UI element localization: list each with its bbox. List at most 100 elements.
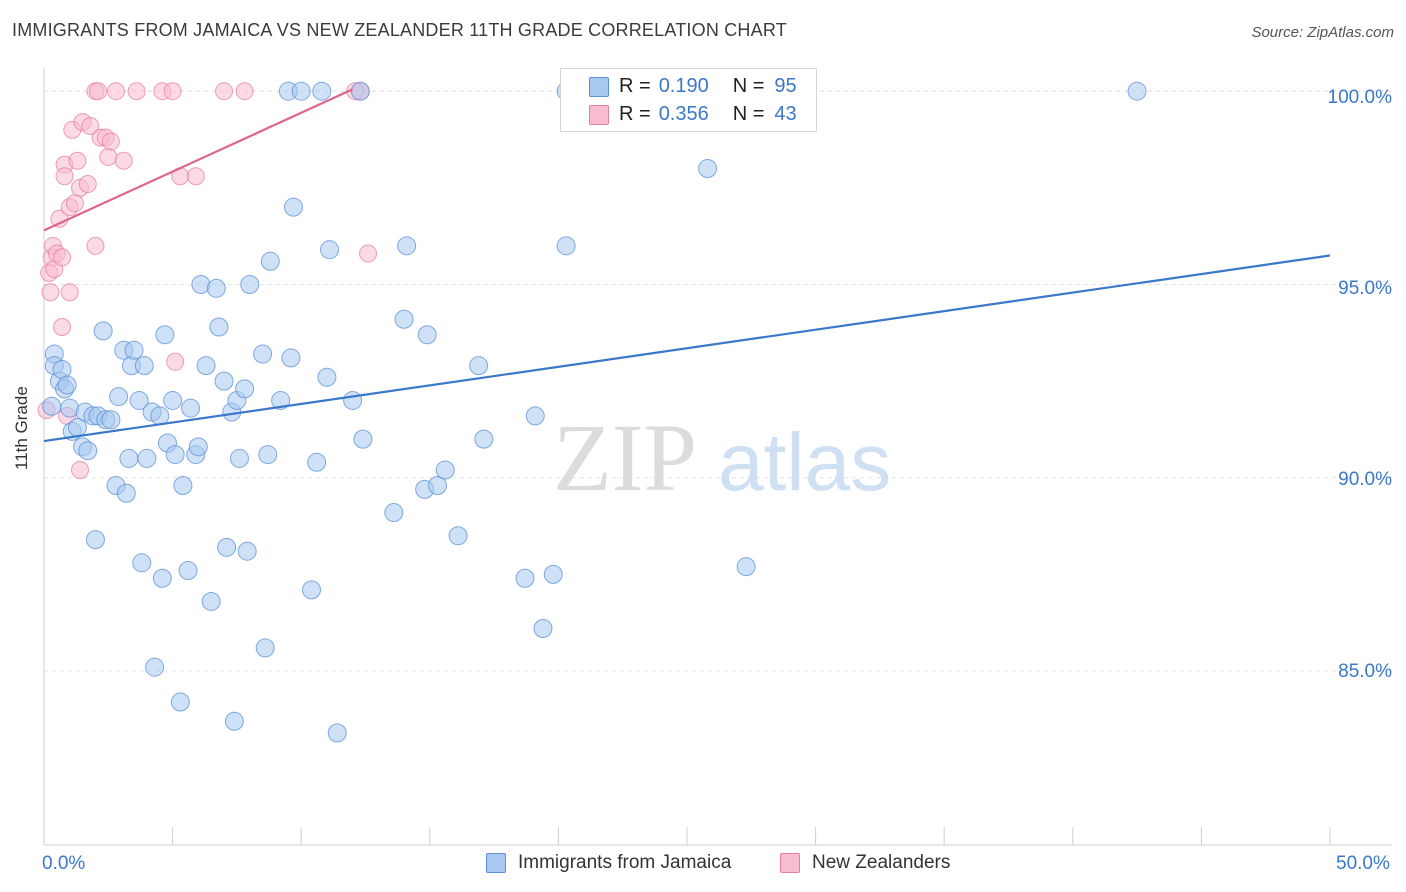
- bottom-legend-swatch-new-zealanders: [780, 853, 800, 873]
- jamaica-point: [229, 448, 249, 468]
- new-zealander-point: [163, 82, 182, 101]
- jamaica-point: [42, 396, 62, 416]
- jamaica-point: [515, 568, 535, 588]
- jamaica-point: [235, 379, 255, 399]
- jamaica-point: [163, 390, 183, 410]
- jamaica-point: [170, 692, 190, 712]
- bottom-legend-label-new-zealanders: New Zealanders: [812, 852, 951, 873]
- new-zealander-point: [215, 82, 234, 101]
- jamaica-point: [155, 325, 175, 345]
- trend-layer: [43, 88, 1331, 443]
- jamaica-point: [253, 344, 273, 364]
- jamaica-point: [217, 537, 237, 557]
- jamaica-point: [698, 159, 718, 179]
- jamaica-point: [237, 541, 257, 561]
- jamaica-point: [435, 460, 455, 480]
- jamaica-point: [165, 445, 185, 465]
- jamaica-point: [201, 591, 221, 611]
- new-zealander-point: [55, 167, 74, 186]
- new-zealander-point: [359, 244, 378, 263]
- jamaica-point: [327, 723, 347, 743]
- jamaica-point: [109, 387, 129, 407]
- watermark-atlas: atlas: [718, 417, 891, 508]
- jamaica-point: [196, 356, 216, 376]
- watermark-zip: ZIP: [553, 404, 697, 511]
- jamaica-point: [384, 503, 404, 523]
- new-zealander-point: [78, 174, 97, 193]
- y-tick-label-95: 95.0%: [1338, 278, 1392, 299]
- jamaica-point: [57, 375, 77, 395]
- bottom-legend-jamaica: Immigrants from Jamaica: [486, 852, 731, 874]
- jamaica-point: [116, 483, 136, 503]
- jamaica-point: [307, 452, 327, 472]
- chart-title: IMMIGRANTS FROM JAMAICA VS NEW ZEALANDER…: [12, 20, 787, 40]
- legend-row-jamaica: R = 0.190 N = 95: [589, 72, 797, 100]
- jamaica-point: [178, 561, 198, 581]
- jamaica-point: [283, 197, 303, 217]
- new-zealander-point: [53, 318, 72, 336]
- points-layer: [37, 81, 1147, 743]
- axis-layer: [43, 68, 1392, 846]
- bottom-legend-new-zealanders: New Zealanders: [780, 852, 950, 874]
- jamaica-point: [533, 619, 553, 639]
- jamaica-point: [343, 390, 363, 410]
- jamaica-point: [258, 445, 278, 465]
- new-zealander-point: [89, 82, 108, 101]
- jamaica-point: [150, 406, 170, 426]
- jamaica-point: [271, 390, 291, 410]
- jamaica-point: [129, 390, 149, 410]
- new-zealander-point: [166, 352, 185, 371]
- new-zealander-point: [81, 116, 100, 135]
- jamaica-point: [260, 251, 280, 271]
- new-zealander-point: [68, 151, 87, 170]
- new-zealander-point: [114, 151, 133, 170]
- legend-r-label: R =: [619, 102, 651, 125]
- watermark: ZIP atlas: [553, 404, 891, 511]
- jamaica-point: [1127, 81, 1147, 101]
- jamaica-point: [543, 564, 563, 584]
- source-credit: Source: ZipAtlas.com: [1251, 24, 1394, 41]
- jamaica-point: [448, 526, 468, 546]
- jamaica-trend-line: [43, 254, 1331, 443]
- y-tick-label-100: 100.0%: [1327, 87, 1392, 108]
- jamaica-point: [353, 429, 373, 449]
- jamaica-point: [214, 371, 234, 391]
- new-zealander-point: [65, 194, 84, 213]
- jamaica-point: [137, 448, 157, 468]
- jamaica-point: [181, 398, 201, 418]
- jamaica-point: [317, 367, 337, 387]
- new-zealander-point: [101, 132, 120, 151]
- jamaica-point: [556, 236, 576, 256]
- jamaica-point: [132, 553, 152, 573]
- new-zealander-point: [60, 283, 79, 302]
- jamaica-point: [85, 530, 105, 550]
- legend-swatch-jamaica: [589, 77, 609, 97]
- jamaica-point: [417, 325, 437, 345]
- new-zealander-point: [127, 82, 146, 101]
- legend-r-label: R =: [619, 74, 651, 97]
- legend-n-label: N =: [732, 102, 765, 125]
- jamaica-point: [525, 406, 545, 426]
- x-tick-label-max: 50.0%: [1336, 853, 1390, 874]
- stats-legend: R = 0.190 N = 95 R = 0.356 N = 43: [560, 68, 817, 132]
- jamaica-point: [224, 711, 244, 731]
- jamaica-point: [101, 410, 121, 430]
- jamaica-point: [124, 340, 144, 360]
- legend-n-label: N =: [732, 74, 765, 97]
- legend-n-value: 43: [774, 102, 797, 125]
- bottom-legend-swatch-jamaica: [486, 853, 506, 873]
- y-tick-label-85: 85.0%: [1338, 661, 1392, 682]
- x-tick-label-min: 0.0%: [42, 853, 86, 874]
- jamaica-point: [474, 429, 494, 449]
- jamaica-point: [209, 317, 229, 337]
- jamaica-point: [255, 638, 275, 658]
- bottom-legend-label-jamaica: Immigrants from Jamaica: [518, 852, 732, 873]
- new-zealander-point: [41, 283, 60, 302]
- new-zealander-point: [99, 147, 118, 166]
- jamaica-point: [301, 580, 321, 600]
- new-zealander-point: [86, 236, 105, 255]
- jamaica-point: [93, 321, 113, 341]
- jamaica-point: [469, 356, 489, 376]
- jamaica-point: [397, 236, 417, 256]
